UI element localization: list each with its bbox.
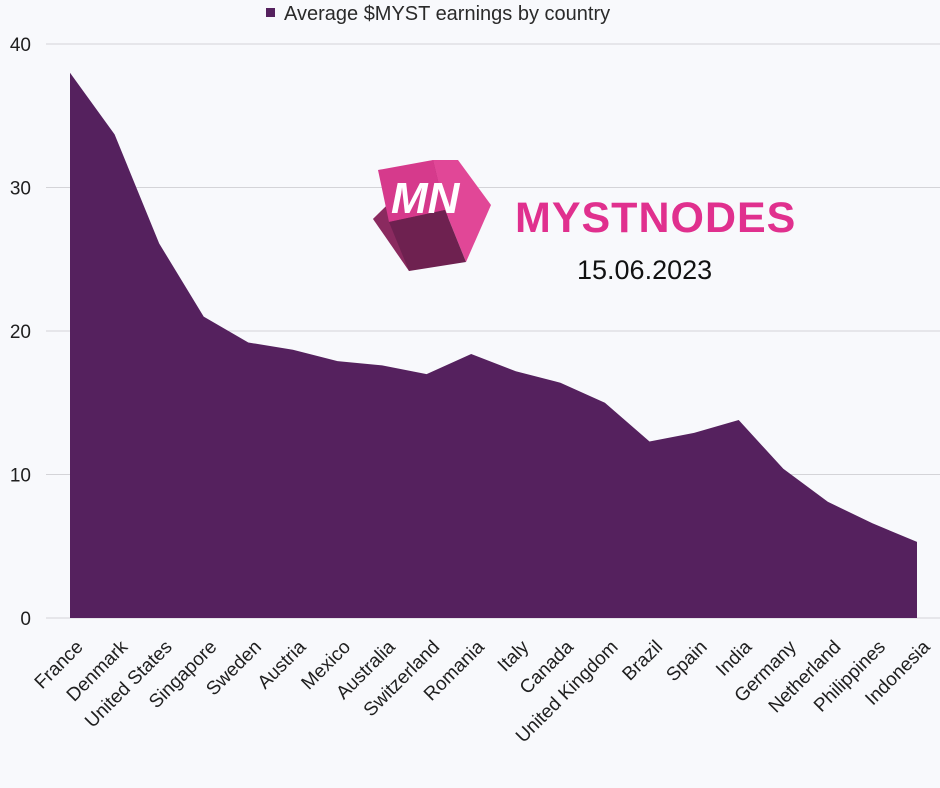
series-area-path [70,72,917,618]
y-tick-label: 40 [10,35,31,56]
brand-name: MYSTNODES [515,194,796,242]
logo-letters: MN [391,174,461,223]
legend: Average $MYST earnings by country [266,3,610,25]
y-axis-ticks: 0 10 20 30 40 [10,35,31,630]
x-tick-label: Italy [494,636,534,676]
y-tick-label: 20 [10,322,31,343]
watermark-date: 15.06.2023 [577,255,712,285]
logo-cube-face-m [378,160,445,222]
logo-cube-bottom [389,210,466,271]
mystnodes-watermark: MN MYSTNODES 15.06.2023 [373,160,796,285]
x-tick-label: Spain [662,637,711,686]
mystnodes-logo-icon: MN [373,160,491,271]
legend-label: Average $MYST earnings by country [284,3,610,25]
y-tick-label: 10 [10,466,31,487]
x-tick-label: Brazil [619,637,667,685]
logo-cube-face-n [433,160,491,262]
series-area [70,72,917,618]
legend-swatch [266,8,275,17]
y-tick-label: 0 [20,609,31,630]
y-tick-label: 30 [10,179,31,200]
